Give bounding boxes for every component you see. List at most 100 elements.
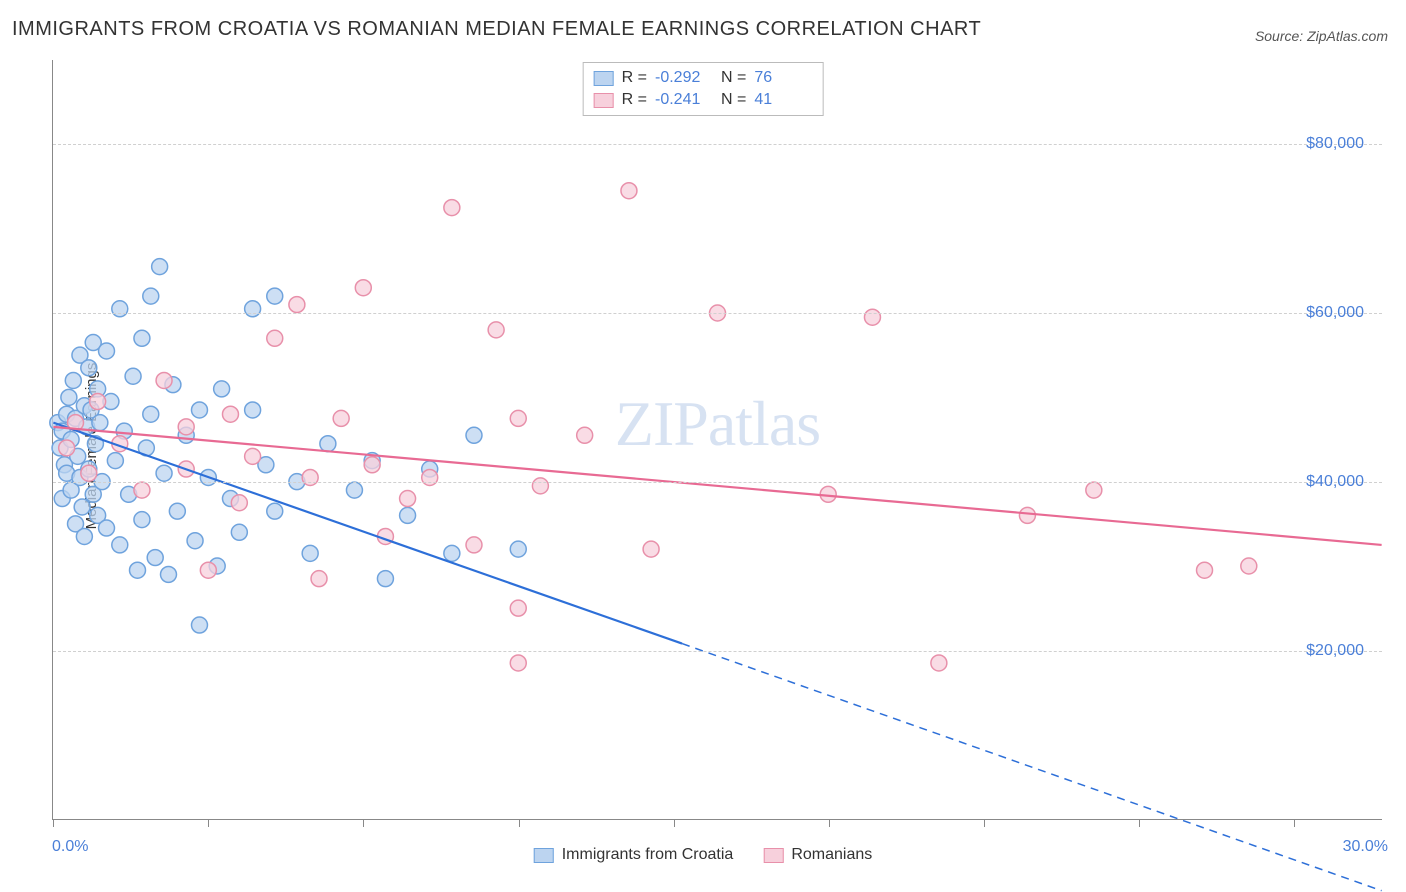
data-point (1197, 562, 1213, 578)
n-label: N = (721, 69, 746, 87)
plot-area: ZIPatlas $20,000$40,000$60,000$80,000 (52, 60, 1382, 820)
x-axis-min-label: 0.0% (52, 838, 88, 856)
r-value-romanians: -0.241 (655, 91, 713, 109)
chart-title: IMMIGRANTS FROM CROATIA VS ROMANIAN MEDI… (12, 18, 981, 41)
bottom-legend: Immigrants from Croatia Romanians (534, 846, 873, 864)
data-point (466, 427, 482, 443)
legend-item-romanians: Romanians (763, 846, 872, 864)
data-point (130, 562, 146, 578)
data-point (134, 330, 150, 346)
data-point (311, 571, 327, 587)
chart-container: IMMIGRANTS FROM CROATIA VS ROMANIAN MEDI… (0, 0, 1406, 892)
data-point (267, 330, 283, 346)
data-point (191, 617, 207, 633)
legend-label-croatia: Immigrants from Croatia (562, 846, 734, 864)
data-point (245, 448, 261, 464)
data-point (643, 541, 659, 557)
data-point (532, 478, 548, 494)
data-point (333, 410, 349, 426)
source-name: ZipAtlas.com (1307, 28, 1388, 44)
data-point (143, 288, 159, 304)
data-point (1086, 482, 1102, 498)
data-point (200, 562, 216, 578)
x-tick (829, 819, 830, 827)
data-point (1019, 507, 1035, 523)
data-point (81, 360, 97, 376)
source-prefix: Source: (1255, 28, 1307, 44)
legend-item-croatia: Immigrants from Croatia (534, 846, 734, 864)
data-point (377, 571, 393, 587)
data-point (81, 465, 97, 481)
data-point (156, 372, 172, 388)
data-point (444, 545, 460, 561)
data-point (152, 259, 168, 275)
swatch-croatia (594, 71, 614, 86)
data-point (231, 495, 247, 511)
data-point (466, 537, 482, 553)
swatch-romanians (594, 93, 614, 108)
n-label: N = (721, 91, 746, 109)
y-tick-label: $60,000 (1284, 304, 1364, 322)
y-tick-label: $80,000 (1284, 135, 1364, 153)
data-point (320, 436, 336, 452)
r-label: R = (622, 69, 647, 87)
data-point (74, 499, 90, 515)
data-point (510, 541, 526, 557)
data-point (400, 507, 416, 523)
data-point (76, 528, 92, 544)
r-value-croatia: -0.292 (655, 69, 713, 87)
legend-swatch-romanians (763, 848, 783, 863)
x-tick (519, 819, 520, 827)
x-tick (1294, 819, 1295, 827)
data-point (191, 402, 207, 418)
x-tick (1139, 819, 1140, 827)
data-point (99, 343, 115, 359)
data-point (510, 655, 526, 671)
x-tick (984, 819, 985, 827)
data-point (112, 537, 128, 553)
data-point (510, 600, 526, 616)
data-point (161, 566, 177, 582)
source-attribution: Source: ZipAtlas.com (1255, 28, 1388, 44)
data-point (92, 415, 108, 431)
data-point (267, 288, 283, 304)
data-point (510, 410, 526, 426)
gridline (53, 144, 1382, 145)
trend-line (53, 427, 1381, 545)
data-point (222, 406, 238, 422)
data-point (187, 533, 203, 549)
y-tick-label: $20,000 (1284, 642, 1364, 660)
n-value-croatia: 76 (754, 69, 812, 87)
data-point (400, 491, 416, 507)
data-point (1241, 558, 1257, 574)
data-point (364, 457, 380, 473)
data-point (444, 200, 460, 216)
data-point (169, 503, 185, 519)
data-point (931, 655, 947, 671)
data-point (488, 322, 504, 338)
data-point (864, 309, 880, 325)
data-point (65, 372, 81, 388)
data-point (577, 427, 593, 443)
stats-row-romanians: R = -0.241 N = 41 (594, 89, 813, 111)
data-point (302, 545, 318, 561)
data-point (621, 183, 637, 199)
x-tick (53, 819, 54, 827)
data-point (125, 368, 141, 384)
x-tick (674, 819, 675, 827)
data-point (267, 503, 283, 519)
data-point (245, 402, 261, 418)
data-point (346, 482, 362, 498)
data-point (289, 297, 305, 313)
stats-row-croatia: R = -0.292 N = 76 (594, 67, 813, 89)
n-value-romanians: 41 (754, 91, 812, 109)
gridline (53, 651, 1382, 652)
data-point (99, 520, 115, 536)
stats-legend: R = -0.292 N = 76 R = -0.241 N = 41 (583, 62, 824, 116)
data-point (59, 440, 75, 456)
x-tick (363, 819, 364, 827)
data-point (134, 512, 150, 528)
gridline (53, 313, 1382, 314)
data-point (112, 301, 128, 317)
data-point (355, 280, 371, 296)
